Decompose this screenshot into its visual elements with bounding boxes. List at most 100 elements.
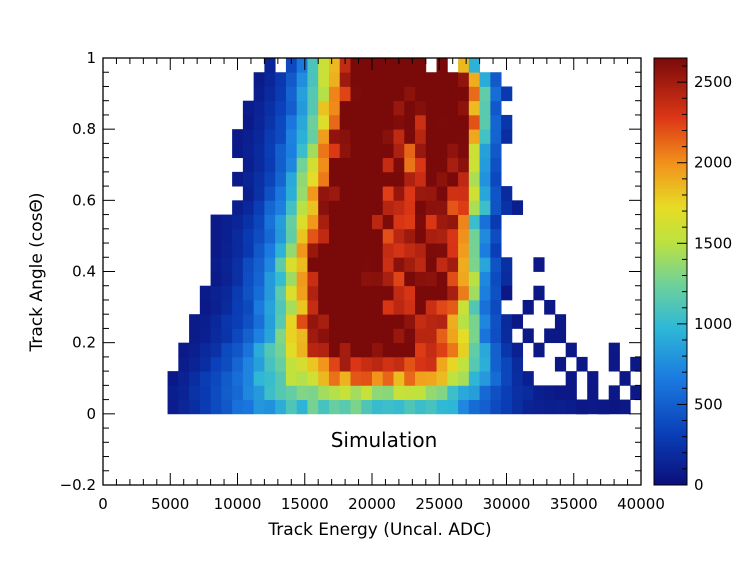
heatmap-cell [328,72,341,87]
heatmap-cell [468,356,480,372]
heatmap-cell [447,86,459,102]
heatmap-cell [479,200,491,215]
heatmap-cell [339,214,351,230]
heatmap-cell [242,399,255,415]
heatmap-cell [404,143,416,159]
heatmap-cell [458,299,470,315]
heatmap-cell [425,72,437,87]
heatmap-cell [318,356,330,372]
heatmap-cell [350,214,362,230]
heatmap-cell [393,129,405,144]
heatmap-cell [501,271,513,287]
heatmap-cell [210,385,222,400]
heatmap-cell [253,72,265,87]
heatmap-cell [382,342,394,358]
heatmap-cell [264,171,276,187]
heatmap-cell [393,214,405,230]
heatmap-cell [404,214,416,230]
heatmap-cell [382,285,394,301]
heatmap-cell [425,243,437,258]
heatmap-cell [232,143,244,159]
heatmap-cell [318,271,330,287]
heatmap-cell [339,257,351,272]
heatmap-cell [382,228,394,244]
heatmap-cell [361,157,373,173]
heatmap-cell [285,143,298,159]
heatmap-cell [275,399,287,415]
heatmap-cell [468,399,480,415]
heatmap-cell [328,228,341,244]
heatmap-cell [350,86,362,102]
heatmap-cell [479,186,491,201]
heatmap-cell [242,243,255,258]
heatmap-cell [167,399,179,415]
heatmap-cell [318,157,330,173]
heatmap-cell [221,356,233,372]
colorbar-gradient [654,58,687,485]
heatmap-cell [253,356,265,372]
heatmap-cell [232,356,244,372]
heatmap-cell [587,385,599,400]
heatmap-cell [468,72,480,87]
heatmap-cell [382,314,394,329]
heatmap-cell [339,157,351,173]
heatmap-cell [307,214,319,230]
heatmap-cell [393,114,405,130]
heatmap-cell [447,214,459,230]
heatmap-cell [318,299,330,315]
heatmap-cell [447,114,459,130]
heatmap-cell [425,171,437,187]
heatmap-cell [242,285,255,301]
heatmap-cell [242,114,255,130]
heatmap-cell [253,399,265,415]
heatmap-cell [328,371,341,386]
heatmap-cell [608,385,620,400]
heatmap-cell [221,385,233,400]
heatmap-cell [630,385,642,400]
heatmap-cell [339,299,351,315]
heatmap-cell [436,356,448,372]
heatmap-cell [522,399,534,415]
heatmap-cell [447,171,459,187]
heatmap-cell [242,385,255,400]
heatmap-cell [285,271,298,287]
heatmap-cell [372,171,384,187]
heatmap-cell [264,299,276,315]
heatmap-cell [447,157,459,173]
heatmap-cell [522,328,534,344]
heatmap-cell [361,342,373,358]
x-tick-label: 10000 [214,495,262,513]
heatmap-cell [285,114,298,130]
heatmap-cell [533,399,545,415]
heatmap-cell [490,299,502,315]
heatmap-cell [404,299,416,315]
heatmap-cell [404,328,416,344]
heatmap-cell [479,72,491,87]
heatmap-cell [350,186,362,201]
heatmap-cell [393,143,405,159]
heatmap-cell [253,114,265,130]
heatmap-cell [361,299,373,315]
heatmap-cell [458,314,470,329]
heatmap-cell [339,356,351,372]
heatmap-cell [199,342,211,358]
heatmap-cell [275,285,287,301]
heatmap-cell [372,371,384,386]
heatmap-cell [339,129,351,144]
heatmap-cell [275,228,287,244]
heatmap-cell [404,186,416,201]
heatmap-cell [339,228,351,244]
heatmap-cell [199,299,211,315]
heatmap-cell [533,385,545,400]
x-axis-title: Track Energy (Uncal. ADC) [267,520,491,540]
heatmap-cell [501,385,513,400]
heatmap-cell [393,314,405,329]
heatmap-cell [382,200,394,215]
heatmap-cell [199,356,211,372]
heatmap-cell [361,356,373,372]
heatmap-cell [296,314,308,329]
heatmap-cell [275,214,287,230]
heatmap-cell [630,356,642,372]
heatmap-cell [415,86,427,102]
